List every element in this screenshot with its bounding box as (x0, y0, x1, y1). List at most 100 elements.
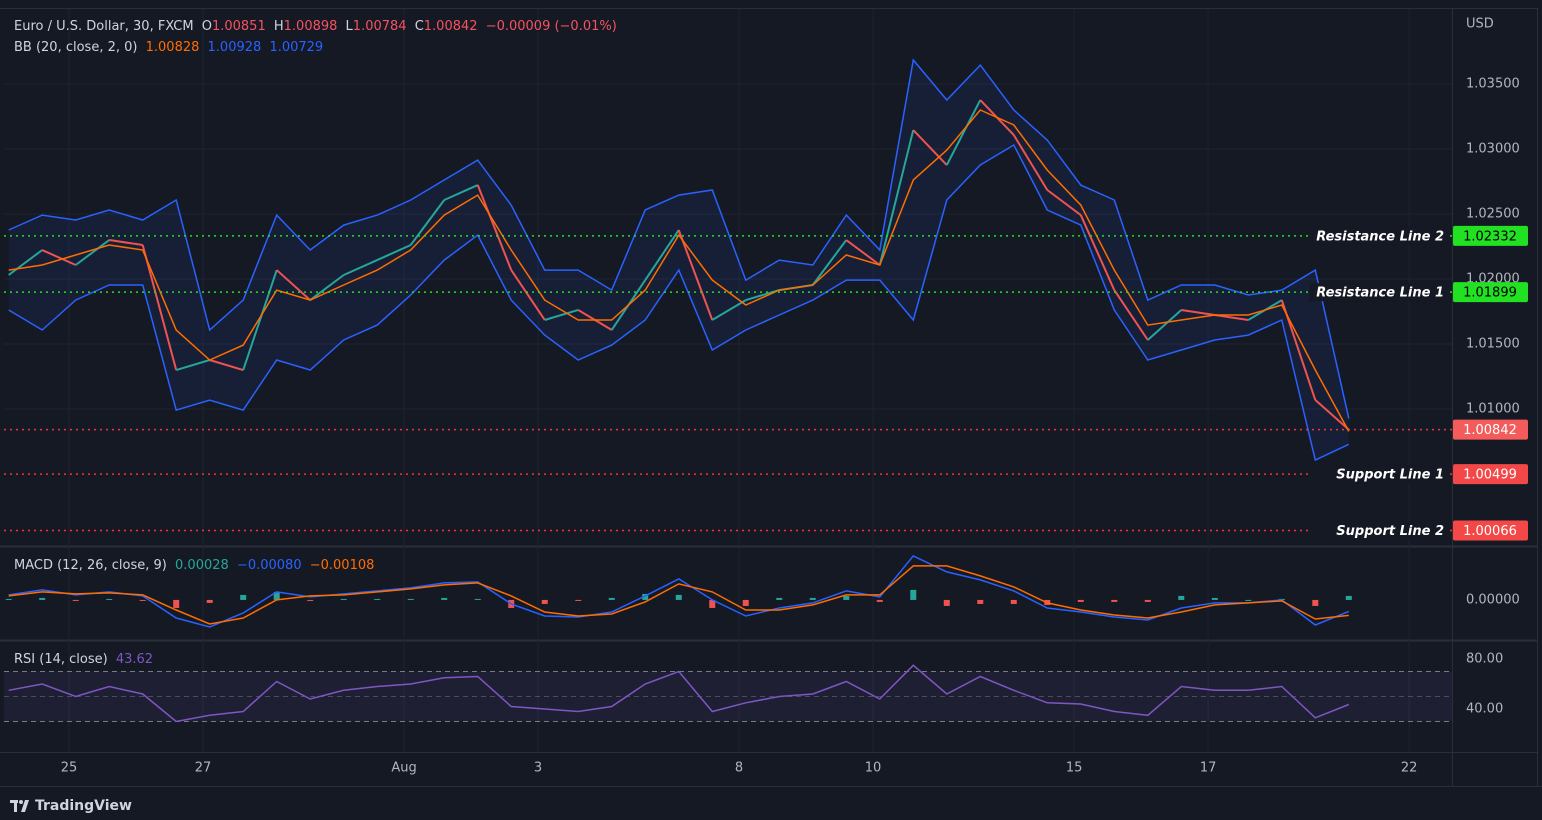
histogram-bar (72, 599, 79, 601)
y-tick-label: 1.02500 (1466, 207, 1520, 222)
histogram-bar (441, 597, 448, 600)
price-segment (644, 229, 680, 281)
histogram-bar (340, 598, 347, 600)
histogram-bar (575, 599, 582, 601)
price-segment (510, 269, 546, 321)
histogram-bar (1111, 599, 1118, 602)
price-segment (309, 274, 345, 301)
band-fill (8, 60, 1349, 460)
rsi-legend: RSI (14, close) 43.62 (14, 652, 157, 667)
y-tick-label: 0.00000 (1466, 592, 1520, 607)
histogram-bar (776, 597, 783, 600)
ohlc-value: 1.00842 (423, 19, 478, 34)
series-line (8, 109, 1350, 432)
currency: USD (1466, 17, 1494, 32)
histogram-bar (1211, 597, 1218, 600)
price-line-name-bg (1309, 465, 1448, 484)
price-segment (276, 269, 311, 301)
macd-legend: MACD (12, 26, close, 9) 0.00028 −0.00080… (14, 558, 378, 573)
indicator-value: −0.00080 (236, 558, 302, 573)
price-segment (1314, 399, 1350, 431)
price-segment (1012, 134, 1049, 191)
price-change: −0.00009 (−0.01%) (485, 19, 617, 34)
x-tick-label: Aug (391, 761, 416, 776)
histogram-bar (742, 599, 749, 606)
histogram-bar (106, 598, 113, 600)
price-segment (443, 184, 479, 201)
price-segment (476, 184, 513, 271)
price-segment (945, 99, 982, 166)
histogram-bar (642, 593, 649, 600)
y-tick-label: 40.00 (1466, 702, 1503, 717)
histogram-bar (1010, 599, 1017, 604)
price-line-name: Support Line 2 (1336, 524, 1444, 539)
price-line-name-bg (1309, 521, 1448, 540)
ohlc-label: O (201, 19, 212, 34)
histogram-bar (240, 594, 247, 600)
histogram-bar (206, 599, 213, 603)
price-segment (711, 299, 747, 321)
histogram-bar (1178, 595, 1185, 600)
series-line (8, 58, 1350, 419)
grid (4, 9, 1452, 752)
indicator-value: 1.00928 (207, 40, 262, 55)
ohlc-label: C (414, 19, 424, 34)
price-segment (109, 239, 143, 246)
histogram-bar (39, 597, 46, 600)
brand-logo (10, 800, 29, 812)
histogram-bar (876, 599, 883, 602)
y-tick-label: 1.01000 (1466, 402, 1520, 417)
price-segment (75, 239, 110, 266)
histogram-bar (407, 598, 414, 600)
price-label-bg (1453, 225, 1528, 246)
price-segment (544, 309, 579, 321)
y-tick-label: 1.03500 (1466, 77, 1520, 92)
price-line-name-bg (1309, 226, 1448, 245)
indicator-name: BB (20, close, 2, 0) (14, 40, 138, 55)
price-segment (1214, 314, 1249, 321)
price-segment (409, 199, 446, 246)
histogram-bar (809, 597, 816, 600)
price-segment (175, 359, 210, 371)
indicator-value: 1.00828 (145, 40, 200, 55)
indicator-value: 0.00028 (175, 558, 229, 573)
price-label: 1.01899 (1463, 286, 1517, 301)
ohlc-value: 1.00784 (352, 19, 407, 34)
histogram-bar (173, 599, 180, 608)
histogram-bar (910, 589, 917, 600)
histogram-bar (943, 599, 950, 606)
x-tick-label: 3 (534, 761, 542, 776)
symbol-legend: Euro / U.S. Dollar, 30, FXCM O1.00851 H1… (14, 19, 621, 34)
series-line (8, 565, 1349, 625)
price-segment (1046, 189, 1082, 216)
price-label: 1.00842 (1463, 423, 1517, 438)
histogram-bar (474, 598, 481, 600)
price-segment (343, 259, 378, 276)
price-label: 1.00499 (1463, 468, 1517, 483)
series-line (8, 664, 1350, 723)
price-segment (242, 269, 278, 371)
histogram-bar (977, 599, 984, 604)
histogram-bar (1312, 599, 1319, 606)
histogram-bar (675, 594, 682, 600)
price-segment (209, 359, 244, 371)
price-segment (1113, 289, 1149, 341)
histogram-bar (709, 599, 716, 608)
price-segment (1079, 214, 1116, 291)
brand-name: TradingView (35, 798, 132, 814)
price-segment (1181, 308, 1215, 317)
price-line-name: Support Line 1 (1336, 468, 1444, 483)
price-segment (912, 129, 948, 166)
price-label: 1.02332 (1463, 229, 1517, 244)
price-label-bg (1453, 282, 1528, 303)
x-tick-label: 25 (61, 761, 78, 776)
ohlc-label: H (273, 19, 284, 34)
price-label-bg (1453, 419, 1528, 440)
bb-legend: BB (20, close, 2, 0) 1.00828 1.00928 1.0… (14, 40, 327, 55)
price-segment (878, 129, 915, 266)
ohlc-value: 1.00898 (283, 19, 338, 34)
indicator-value: 43.62 (115, 652, 154, 667)
price-label-bg (1453, 464, 1528, 485)
